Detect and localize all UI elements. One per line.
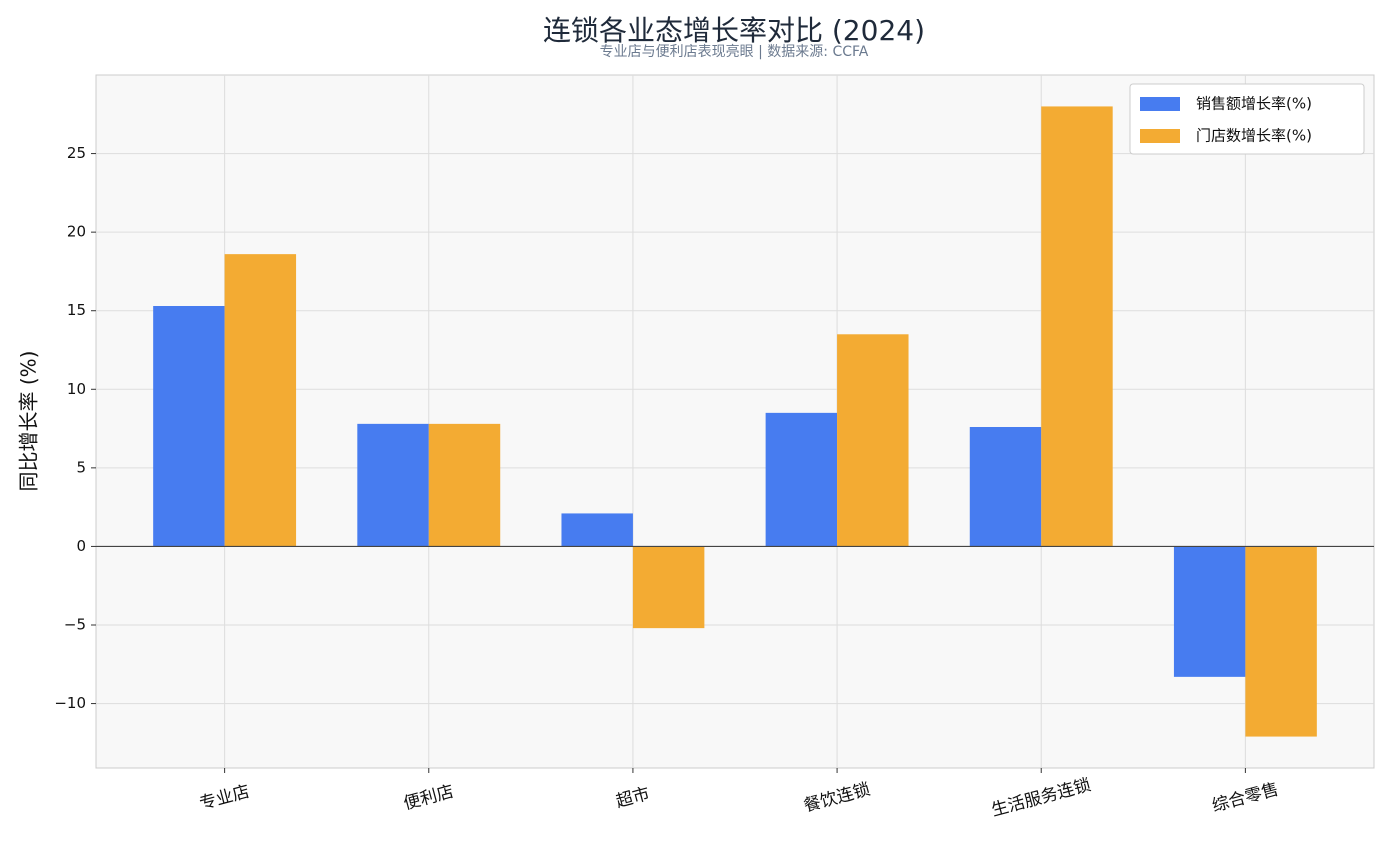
bar — [1245, 546, 1317, 737]
bar — [357, 423, 429, 547]
x-tick-label: 综合零售 — [1210, 780, 1281, 817]
chart-title: 连锁各业态增长率对比 (2024) — [543, 14, 925, 47]
bar — [153, 306, 225, 547]
bar — [765, 412, 838, 547]
bar — [1041, 106, 1113, 547]
y-tick-label: 10 — [67, 380, 86, 398]
legend-label: 销售额增长率(%) — [1196, 95, 1312, 113]
y-tick-label: 25 — [67, 144, 86, 162]
bar — [1173, 546, 1246, 677]
bar — [969, 427, 1042, 547]
chart-subtitle: 专业店与便利店表现亮眼 | 数据来源: CCFA — [600, 43, 869, 60]
y-tick-label: 15 — [67, 301, 86, 319]
bar — [561, 513, 633, 547]
legend-box — [1129, 83, 1365, 155]
legend-swatch — [1140, 97, 1180, 111]
y-tick-label: −10 — [54, 694, 86, 712]
y-tick-label: 0 — [76, 537, 86, 555]
bar — [428, 423, 501, 547]
legend-label: 门店数增长率(%) — [1196, 127, 1312, 145]
bar — [837, 334, 909, 547]
bar — [632, 546, 705, 629]
bar — [224, 254, 297, 547]
x-tick-label: 生活服务连锁 — [989, 775, 1093, 821]
y-tick-label: 20 — [67, 223, 86, 241]
plot-area — [95, 74, 1375, 769]
x-tick-label: 专业店 — [197, 782, 251, 815]
y-tick-label: −5 — [64, 616, 86, 634]
y-tick-label: 5 — [76, 458, 86, 476]
x-tick-label: 餐饮连锁 — [802, 780, 873, 817]
x-tick-label: 超市 — [614, 784, 652, 812]
x-tick-label: 便利店 — [402, 782, 456, 815]
y-axis-label: 同比增长率 (%) — [17, 351, 41, 492]
legend-swatch — [1140, 129, 1180, 143]
